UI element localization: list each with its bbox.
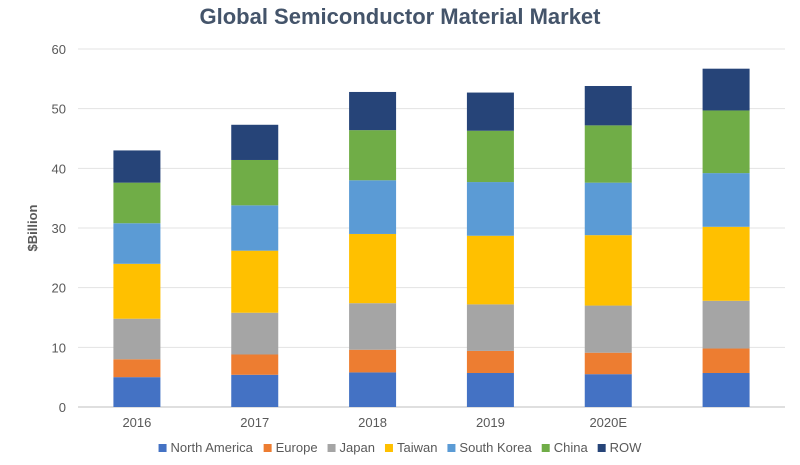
legend-swatch	[541, 444, 550, 452]
bar-japan	[113, 318, 161, 360]
bar-north-america	[702, 372, 750, 407]
bar-china	[584, 125, 632, 183]
x-tick-labels: 2016 2017 2018 2019 2020E	[122, 415, 627, 430]
bar-taiwan	[584, 235, 632, 306]
bar-europe	[584, 352, 632, 375]
y-tick-label: 60	[52, 42, 66, 57]
bar-north-america	[466, 372, 514, 407]
bar-japan	[466, 304, 514, 351]
legend-swatch	[327, 444, 336, 452]
x-tick-label: 2016	[122, 415, 151, 430]
bar-europe	[466, 350, 514, 373]
gridlines	[78, 48, 785, 408]
bar-japan	[231, 312, 279, 355]
bar-row	[702, 68, 750, 111]
bar-taiwan	[702, 226, 750, 301]
bar-china	[349, 130, 397, 181]
bar-north-america	[113, 377, 161, 407]
legend-swatch	[384, 444, 393, 452]
bar-row	[584, 85, 632, 126]
legend-swatch	[447, 444, 456, 452]
x-tick-label: 2020E	[589, 415, 627, 430]
bar-south-korea	[113, 223, 161, 264]
legend-label: Europe	[276, 440, 318, 455]
bar-south-korea	[231, 205, 279, 251]
y-tick-label: 0	[59, 400, 66, 415]
bar-south-korea	[702, 173, 750, 227]
chart-title: Global Semiconductor Material Market	[200, 4, 602, 29]
bars	[113, 68, 750, 407]
legend-label: North America	[171, 440, 254, 455]
legend: North America Europe Japan Taiwan South Kore…	[158, 440, 643, 455]
bar-japan	[349, 303, 397, 350]
bar-north-america	[231, 374, 279, 407]
bar-taiwan	[231, 250, 279, 313]
y-axis-label: $Billion	[25, 204, 40, 251]
bar-japan	[584, 305, 632, 353]
y-tick-label: 30	[52, 221, 66, 236]
bar-japan	[702, 300, 750, 349]
bar-row	[231, 124, 279, 160]
y-tick-labels: 0 10 20 30 40 50 60	[52, 42, 66, 415]
bar-china	[702, 110, 750, 174]
y-tick-label: 10	[52, 340, 66, 355]
legend-label: China	[554, 440, 589, 455]
legend-swatch	[597, 444, 606, 452]
bar-taiwan	[113, 263, 161, 319]
bar-europe	[231, 354, 279, 375]
bar-south-korea	[349, 180, 397, 234]
bar-china	[113, 182, 161, 224]
y-tick-label: 40	[52, 161, 66, 176]
bar-south-korea	[466, 182, 514, 236]
bar-china	[231, 159, 279, 206]
bar-europe	[702, 348, 750, 373]
bar-china	[466, 130, 514, 183]
bar-row	[113, 150, 161, 183]
bar-north-america	[349, 372, 397, 407]
legend-label: South Korea	[459, 440, 532, 455]
x-tick-label: 2019	[476, 415, 505, 430]
bar-europe	[349, 349, 397, 373]
legend-swatch	[158, 444, 167, 452]
legend-swatch	[263, 444, 272, 452]
bar-north-america	[584, 374, 632, 407]
bar-europe	[113, 359, 161, 378]
bar-row	[466, 92, 514, 131]
bar-taiwan	[349, 233, 397, 304]
x-tick-label: 2017	[240, 415, 269, 430]
y-tick-label: 50	[52, 102, 66, 117]
legend-label: ROW	[610, 440, 643, 455]
y-tick-label: 20	[52, 281, 66, 296]
legend-label: Japan	[340, 440, 375, 455]
x-tick-label: 2018	[358, 415, 387, 430]
legend-label: Taiwan	[397, 440, 437, 455]
bar-south-korea	[584, 182, 632, 236]
bar-row	[349, 91, 397, 131]
bar-taiwan	[466, 235, 514, 305]
